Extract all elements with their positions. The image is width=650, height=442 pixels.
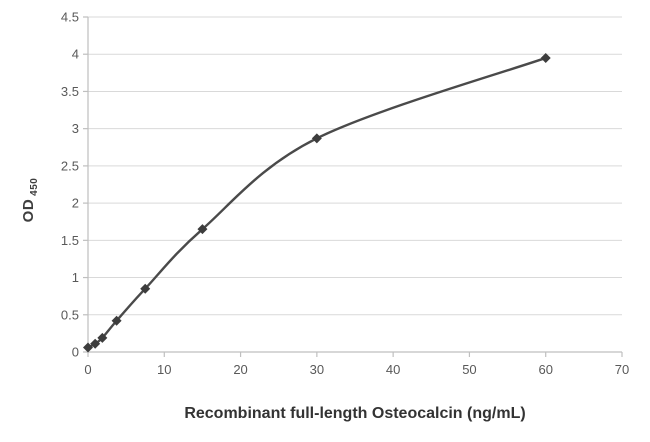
y-tick-label: 0 — [72, 345, 79, 360]
y-axis-title-subscript: 450 — [29, 177, 40, 196]
y-tick-label: 4 — [72, 47, 79, 62]
x-tick-label: 20 — [233, 362, 247, 377]
y-tick-label: 4.5 — [61, 10, 79, 25]
x-tick-label: 60 — [538, 362, 552, 377]
x-tick-label: 30 — [310, 362, 324, 377]
y-tick-label: 3 — [72, 121, 79, 136]
x-tick-label: 70 — [615, 362, 629, 377]
y-axis-title-text: OD — [20, 198, 37, 223]
y-tick-label: 1.5 — [61, 233, 79, 248]
x-tick-label: 50 — [462, 362, 476, 377]
data-point-marker — [83, 342, 93, 353]
data-point-marker — [540, 52, 551, 63]
y-tick-label: 3.5 — [61, 84, 79, 99]
data-point-marker — [140, 283, 151, 294]
data-point-marker — [90, 338, 101, 349]
data-point-marker — [197, 224, 208, 235]
x-tick-label: 40 — [386, 362, 400, 377]
y-tick-label: 2 — [72, 196, 79, 211]
x-tick-label: 0 — [84, 362, 91, 377]
y-axis-title: OD 450 — [20, 178, 40, 223]
data-point-marker — [311, 133, 322, 144]
y-tick-label: 0.5 — [61, 307, 79, 322]
x-axis-title: Recombinant full-length Osteocalcin (ng/… — [184, 405, 526, 422]
data-point-marker — [97, 332, 108, 343]
y-tick-label: 1 — [72, 270, 79, 285]
y-tick-label: 2.5 — [61, 158, 79, 173]
data-point-marker — [111, 315, 122, 326]
x-tick-label: 10 — [157, 362, 171, 377]
